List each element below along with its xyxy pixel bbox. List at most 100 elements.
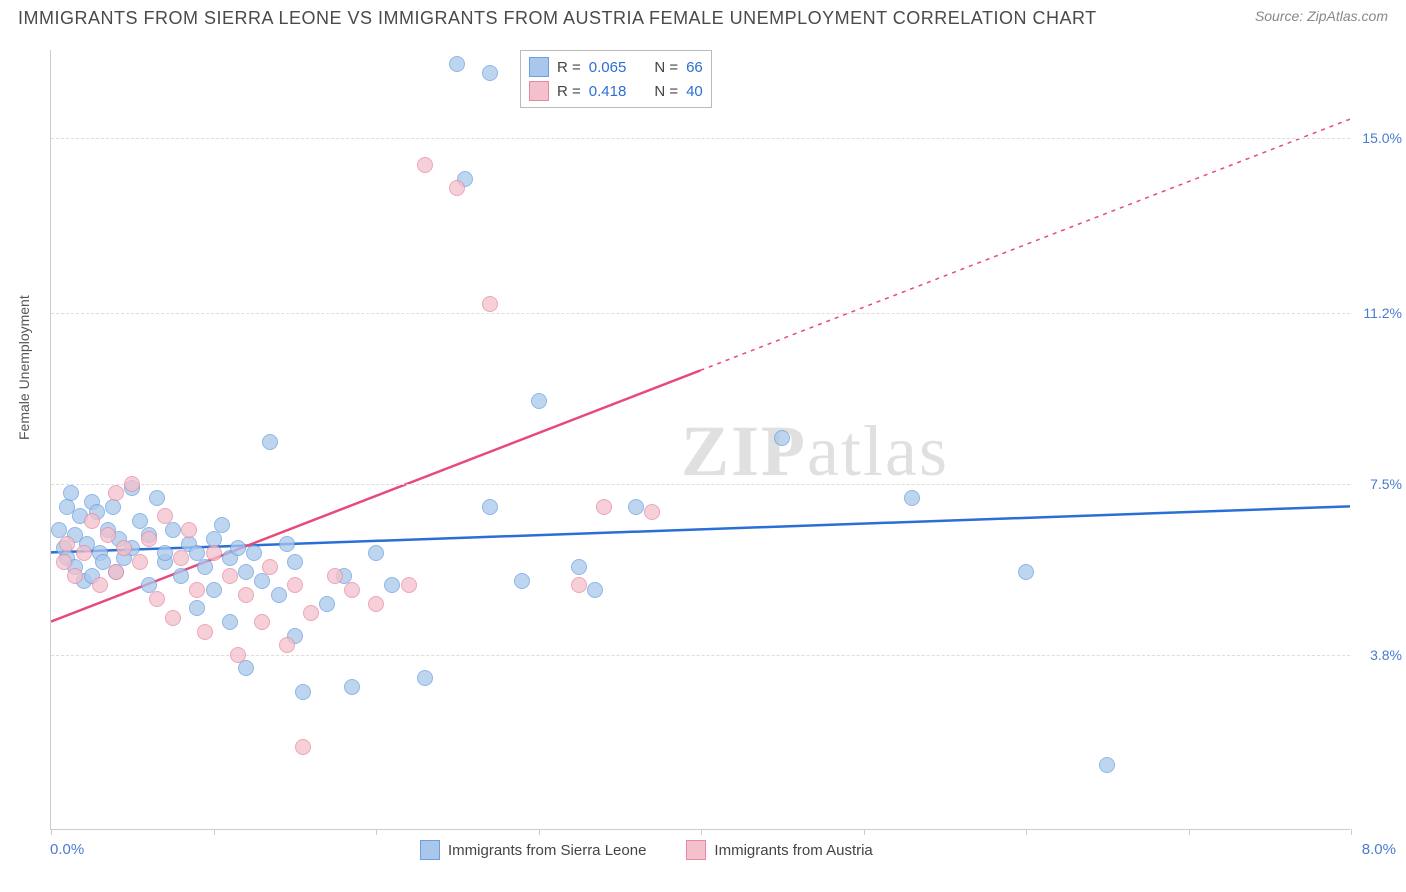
scatter-point [596,499,612,515]
gridline [51,484,1350,485]
scatter-point [417,670,433,686]
scatter-point [105,499,121,515]
x-tick [1351,829,1352,835]
x-tick [539,829,540,835]
scatter-point [904,490,920,506]
legend-label: Immigrants from Austria [714,842,872,859]
scatter-point [238,564,254,580]
scatter-point [644,504,660,520]
x-axis-min-label: 0.0% [50,841,84,858]
n-value: 66 [686,59,703,76]
y-tick-label: 11.2% [1363,305,1402,321]
r-label: R = [557,59,581,76]
plot-area: ZIPatlas 3.8%7.5%11.2%15.0% [50,50,1350,830]
scatter-point [108,485,124,501]
scatter-point [482,499,498,515]
scatter-point [230,647,246,663]
scatter-point [116,540,132,556]
scatter-point [368,545,384,561]
legend-label: Immigrants from Sierra Leone [448,842,646,859]
legend-item: Immigrants from Austria [686,840,872,860]
scatter-point [295,684,311,700]
scatter-point [149,591,165,607]
y-tick-label: 15.0% [1362,130,1402,146]
scatter-point [206,582,222,598]
scatter-point [100,527,116,543]
scatter-point [319,596,335,612]
scatter-point [449,180,465,196]
scatter-point [197,624,213,640]
scatter-point [56,554,72,570]
scatter-point [63,485,79,501]
scatter-point [214,517,230,533]
scatter-point [279,637,295,653]
scatter-point [482,65,498,81]
stats-row: R =0.065N =66 [529,55,703,79]
x-tick [1026,829,1027,835]
x-tick [214,829,215,835]
source-attribution: Source: ZipAtlas.com [1255,8,1388,24]
scatter-point [173,550,189,566]
gridline [51,138,1350,139]
scatter-point [401,577,417,593]
scatter-point [482,296,498,312]
x-tick [1189,829,1190,835]
scatter-point [173,568,189,584]
stats-row: R =0.418N =40 [529,79,703,103]
scatter-point [189,600,205,616]
n-label: N = [654,59,678,76]
scatter-point [206,545,222,561]
scatter-point [197,559,213,575]
scatter-point [287,577,303,593]
x-tick [51,829,52,835]
scatter-point [132,554,148,570]
scatter-point [67,568,83,584]
scatter-point [571,577,587,593]
scatter-point [344,582,360,598]
legend-swatch [686,840,706,860]
bottom-legend: Immigrants from Sierra Leone Immigrants f… [420,840,873,860]
scatter-point [238,587,254,603]
scatter-point [449,56,465,72]
scatter-point [327,568,343,584]
y-tick-label: 7.5% [1370,476,1402,492]
gridline [51,313,1350,314]
scatter-point [124,476,140,492]
scatter-point [108,564,124,580]
legend-swatch [420,840,440,860]
scatter-point [157,508,173,524]
scatter-point [417,157,433,173]
chart-container: ZIPatlas 3.8%7.5%11.2%15.0% R =0.065N =6… [50,50,1350,830]
scatter-point [141,531,157,547]
r-label: R = [557,83,581,100]
legend-swatch [529,81,549,101]
scatter-point [271,587,287,603]
x-axis-max-label: 8.0% [1362,841,1396,858]
scatter-point [222,568,238,584]
scatter-point [587,582,603,598]
scatter-point [303,605,319,621]
y-axis-label: Female Unemployment [16,295,32,440]
stats-legend-box: R =0.065N =66R =0.418N =40 [520,50,712,108]
scatter-point [238,660,254,676]
scatter-point [628,499,644,515]
scatter-point [157,545,173,561]
scatter-point [165,610,181,626]
scatter-point [1099,757,1115,773]
scatter-point [165,522,181,538]
scatter-point [181,522,197,538]
n-value: 40 [686,83,703,100]
scatter-point [254,573,270,589]
scatter-point [76,545,92,561]
scatter-point [246,545,262,561]
scatter-point [262,559,278,575]
scatter-point [571,559,587,575]
scatter-point [1018,564,1034,580]
scatter-point [222,614,238,630]
n-label: N = [654,83,678,100]
scatter-point [287,554,303,570]
chart-title: IMMIGRANTS FROM SIERRA LEONE VS IMMIGRAN… [18,8,1097,29]
x-tick [376,829,377,835]
scatter-point [149,490,165,506]
scatter-point [92,577,108,593]
